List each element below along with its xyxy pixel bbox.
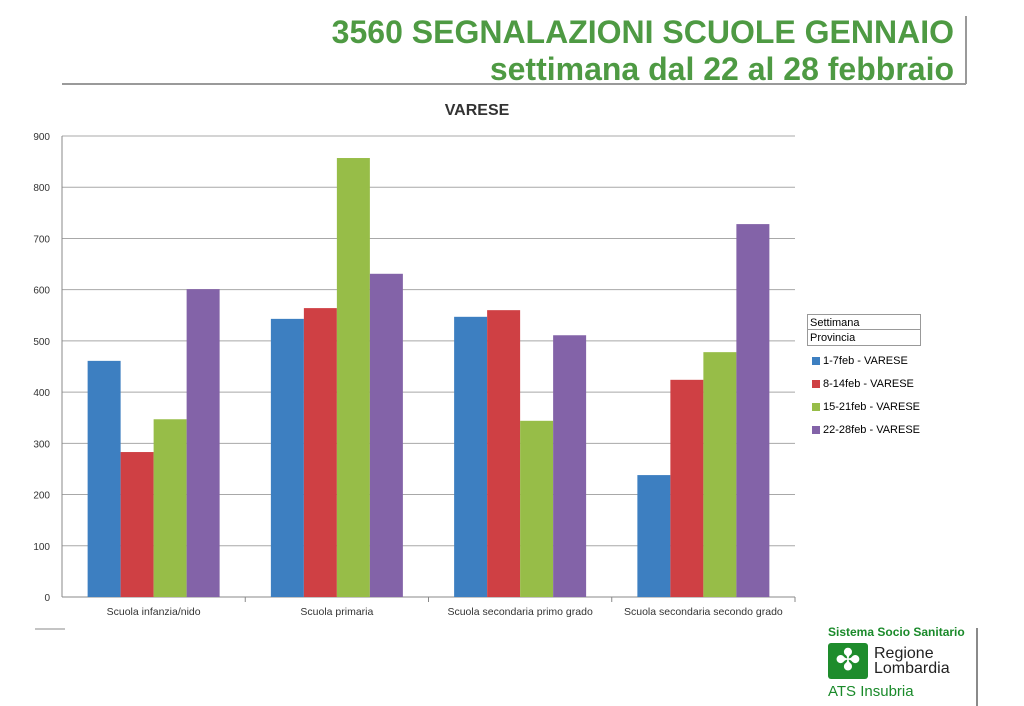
bar — [520, 420, 554, 597]
x-tick-label: Scuola infanzia/nido — [107, 606, 201, 618]
header-vertical-divider — [965, 16, 967, 84]
legend-swatch — [812, 357, 820, 365]
bar — [369, 273, 403, 597]
bar — [87, 360, 121, 597]
logo-ats: ATS Insubria — [828, 683, 914, 700]
y-tick-label: 400 — [33, 388, 50, 399]
header-divider — [62, 83, 966, 85]
regione-lombardia-logo: Sistema Socio Sanitario ✤ Regione Lombard… — [828, 625, 965, 700]
bar — [670, 379, 704, 597]
slide-subtitle: settimana dal 22 al 28 febbraio — [489, 51, 954, 87]
y-tick-label: 200 — [33, 491, 50, 502]
legend-item: 1-7feb - VARESE — [807, 353, 921, 369]
legend-label: 15-21feb - VARESE — [823, 401, 921, 413]
legend-item: 8-14feb - VARESE — [807, 376, 921, 392]
bar — [120, 452, 154, 597]
y-tick-label: 800 — [33, 183, 50, 194]
footer-vertical-divider — [976, 628, 978, 706]
legend-label: 8-14feb - VARESE — [823, 378, 914, 390]
x-tick-label: Scuola secondaria primo grado — [447, 606, 592, 618]
legend-swatch — [812, 380, 820, 388]
logo-sistema-text: Sistema Socio Sanitario — [828, 625, 965, 639]
legend: Settimana Provincia 1-7feb - VARESE 8-14f… — [807, 314, 921, 438]
x-tick-label: Scuola primaria — [300, 606, 373, 618]
bar — [487, 310, 521, 597]
logo-regione: Regione — [874, 645, 934, 662]
legend-header-settimana: Settimana — [807, 314, 921, 330]
y-tick-label: 600 — [33, 286, 50, 297]
x-tick-label: Scuola secondaria secondo grado — [624, 606, 783, 618]
bar — [336, 158, 370, 597]
y-tick-label: 100 — [33, 542, 50, 553]
bar — [736, 224, 770, 597]
y-tick-label: 900 — [33, 132, 50, 143]
legend-item: 15-21feb - VARESE — [807, 399, 921, 415]
bar — [303, 308, 337, 597]
legend-swatch — [812, 426, 820, 434]
chart-title: VARESE — [445, 102, 510, 119]
legend-label: 1-7feb - VARESE — [823, 355, 908, 367]
legend-label: 22-28feb - VARESE — [823, 424, 921, 436]
bar — [186, 289, 220, 597]
bar — [553, 335, 587, 597]
bar — [703, 352, 737, 597]
bar — [270, 318, 304, 597]
bar — [153, 419, 187, 597]
logo-lombardia: Lombardia — [874, 660, 950, 677]
legend-header-provincia: Provincia — [807, 330, 921, 346]
bar — [454, 316, 488, 597]
bar — [637, 475, 671, 597]
y-tick-label: 700 — [33, 234, 50, 245]
y-tick-label: 500 — [33, 337, 50, 348]
legend-swatch — [812, 403, 820, 411]
slide-title: 3560 SEGNALAZIONI SCUOLE GENNAIO — [331, 14, 954, 50]
y-tick-label: 300 — [33, 439, 50, 450]
legend-item: 22-28feb - VARESE — [807, 422, 921, 438]
y-tick-label: 0 — [44, 593, 50, 604]
lombardia-rose-icon: ✤ — [828, 643, 868, 679]
